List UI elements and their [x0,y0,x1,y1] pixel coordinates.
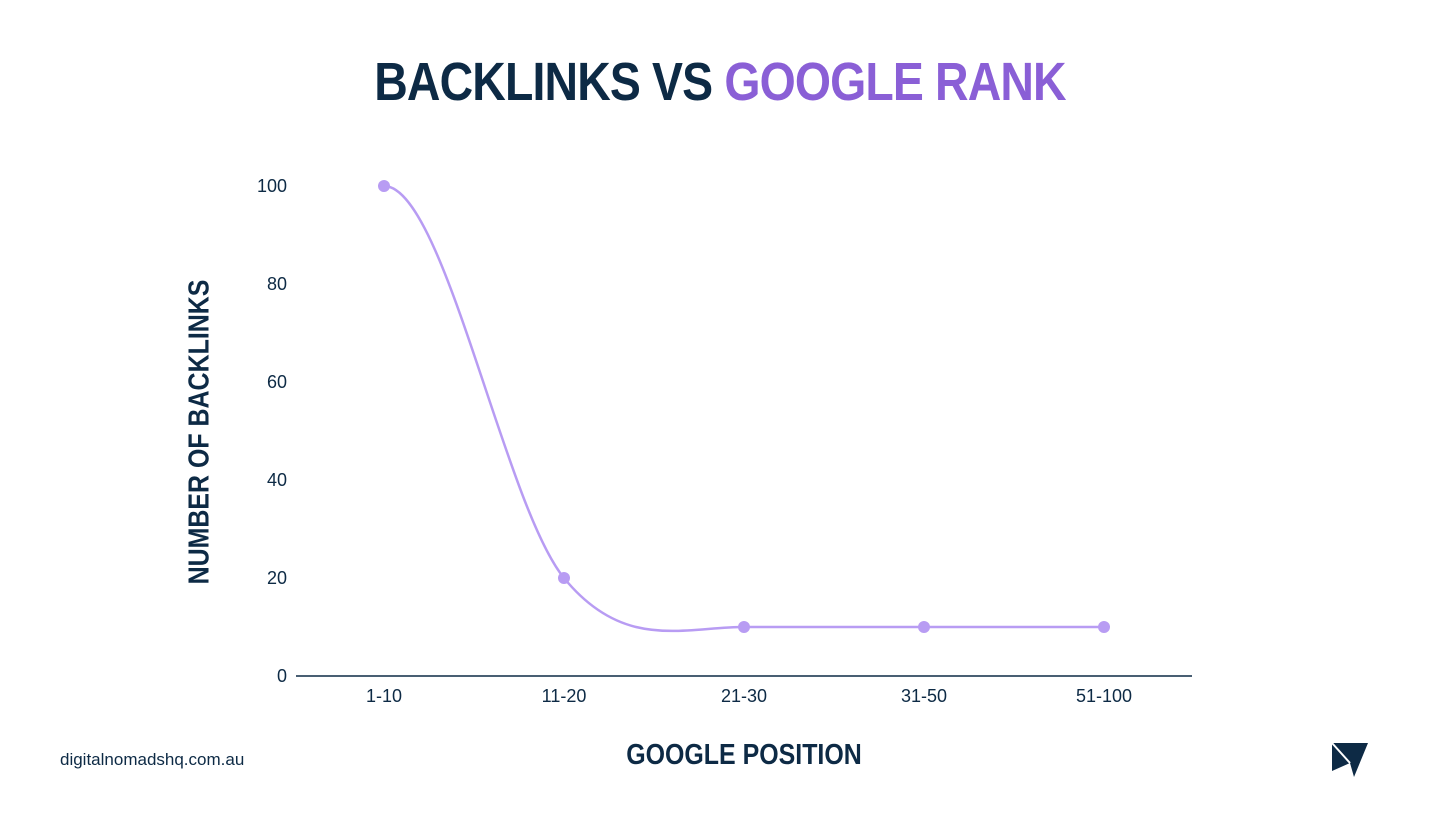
x-tick-label: 31-50 [901,686,947,706]
chart-title-part1: BACKLINKS VS [374,52,713,112]
data-point [918,621,930,633]
y-tick-label: 100 [257,176,287,196]
x-axis-title: GOOGLE POSITION [626,739,862,771]
x-tick-label: 51-100 [1076,686,1132,706]
data-point [738,621,750,633]
data-point [558,572,570,584]
site-url: digitalnomadshq.com.au [60,750,245,769]
y-tick-label: 80 [267,274,287,294]
x-tick-label: 21-30 [721,686,767,706]
y-tick-label: 40 [267,470,287,490]
data-point [378,180,390,192]
chart-title-part2: GOOGLE RANK [724,52,1066,112]
paper-plane-icon [1331,742,1368,777]
y-axis-title: NUMBER OF BACKLINKS [183,279,216,585]
x-tick-label: 1-10 [366,686,402,706]
chart-title: BACKLINKS VS GOOGLE RANK [101,50,1339,114]
y-tick-label: 0 [277,666,287,686]
y-tick-label: 20 [267,568,287,588]
y-tick-label: 60 [267,372,287,392]
x-tick-label: 11-20 [542,686,587,706]
series-line [383,184,1104,633]
data-point [1098,621,1110,633]
